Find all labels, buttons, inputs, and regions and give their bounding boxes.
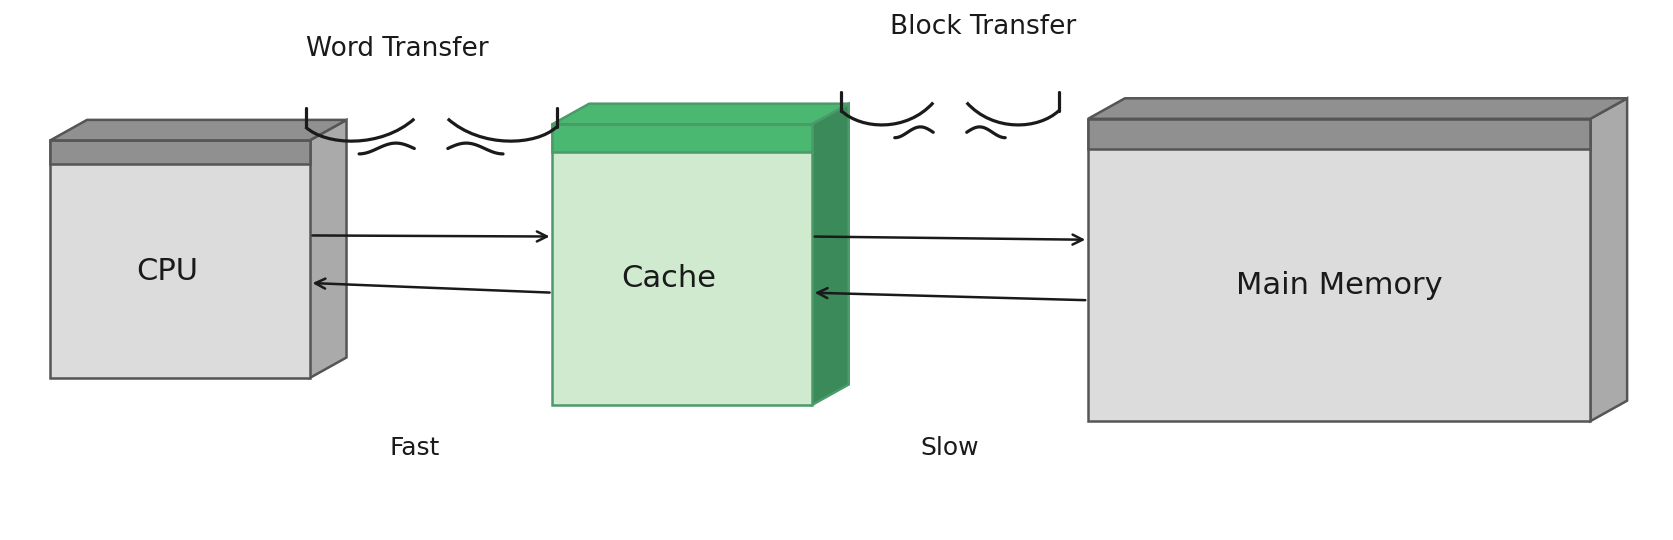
Bar: [50, 140, 310, 378]
Bar: [1087, 119, 1589, 149]
Text: Slow: Slow: [920, 436, 979, 460]
Text: Block Transfer: Block Transfer: [890, 14, 1076, 40]
Bar: [552, 124, 811, 152]
Polygon shape: [50, 120, 346, 140]
Text: Main Memory: Main Memory: [1235, 271, 1442, 300]
Polygon shape: [1087, 98, 1626, 119]
Text: CPU: CPU: [136, 256, 197, 286]
Text: Fast: Fast: [388, 436, 440, 460]
Bar: [50, 140, 310, 164]
Polygon shape: [552, 104, 848, 124]
Bar: [552, 124, 811, 405]
Polygon shape: [310, 120, 346, 378]
Polygon shape: [811, 104, 848, 405]
Text: Word Transfer: Word Transfer: [306, 36, 489, 62]
Polygon shape: [1589, 98, 1626, 421]
Bar: [1087, 119, 1589, 421]
Text: Cache: Cache: [621, 264, 716, 293]
